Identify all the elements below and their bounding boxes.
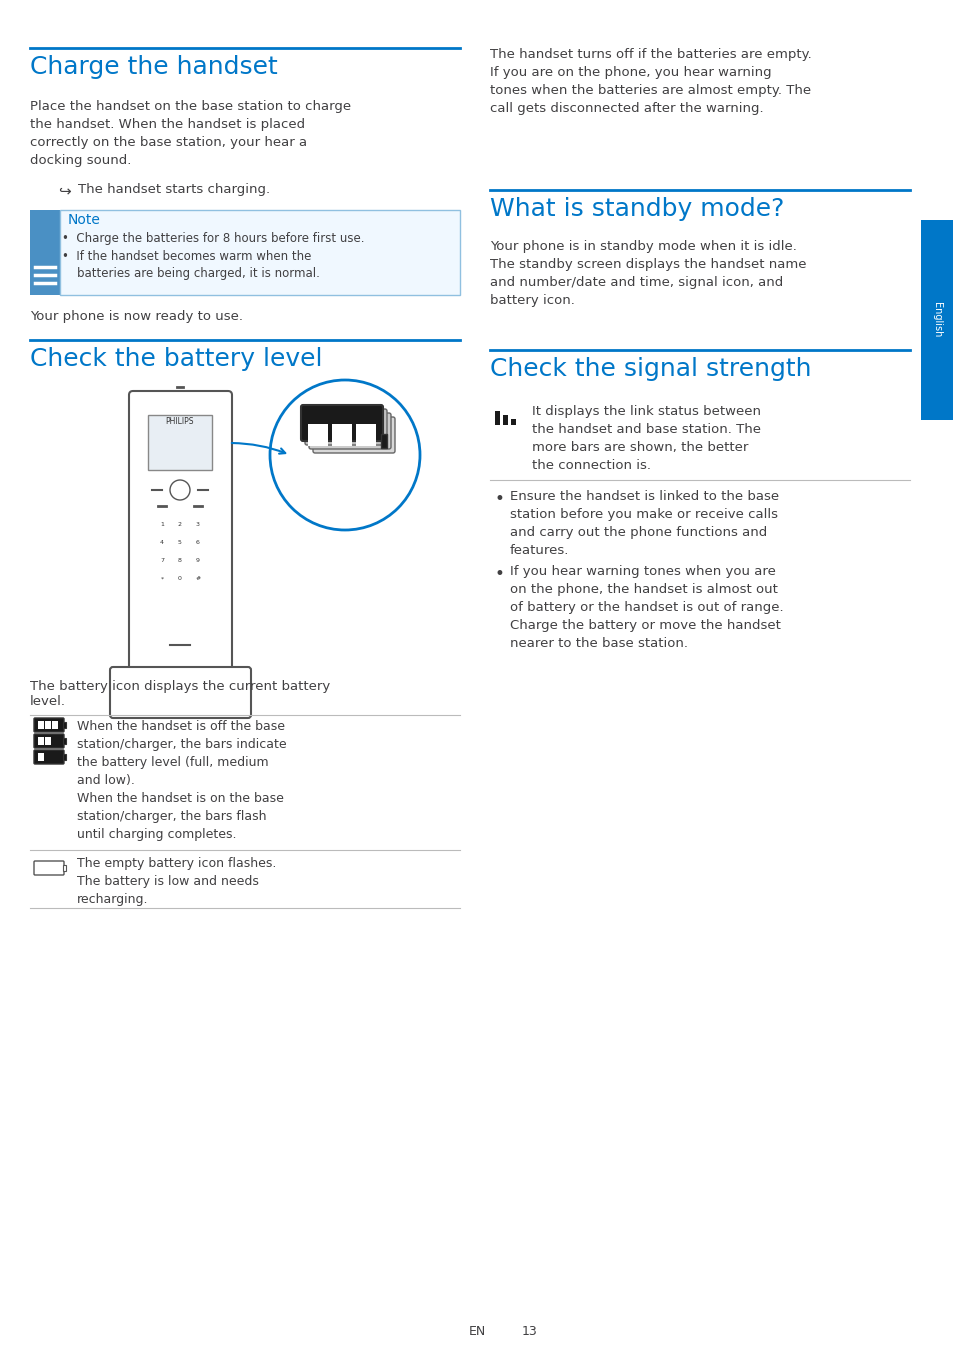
Text: 7: 7: [160, 559, 164, 563]
Text: Your phone is in standby mode when it is idle.
The standby screen displays the h: Your phone is in standby mode when it is…: [490, 240, 805, 306]
FancyBboxPatch shape: [38, 737, 44, 745]
Text: Ensure the handset is linked to the base
station before you make or receive call: Ensure the handset is linked to the base…: [510, 490, 779, 558]
Text: The handset turns off if the batteries are empty.
If you are on the phone, you h: The handset turns off if the batteries a…: [490, 49, 811, 115]
FancyBboxPatch shape: [920, 220, 953, 420]
FancyBboxPatch shape: [45, 721, 51, 729]
Text: Check the battery level: Check the battery level: [30, 347, 322, 371]
FancyBboxPatch shape: [332, 424, 352, 446]
Text: level.: level.: [30, 695, 66, 707]
Text: When the handset is off the base
station/charger, the bars indicate
the battery : When the handset is off the base station…: [77, 720, 286, 841]
Text: Check the signal strength: Check the signal strength: [490, 356, 811, 381]
Text: 0: 0: [178, 576, 182, 582]
Text: ↪: ↪: [58, 184, 71, 198]
Text: The handset starts charging.: The handset starts charging.: [78, 184, 270, 196]
Text: 4: 4: [160, 540, 164, 545]
Text: 5: 5: [178, 540, 182, 545]
FancyBboxPatch shape: [34, 734, 64, 748]
Text: •: •: [495, 490, 504, 508]
Text: •: •: [495, 566, 504, 583]
FancyBboxPatch shape: [309, 413, 391, 450]
FancyBboxPatch shape: [63, 738, 66, 744]
FancyBboxPatch shape: [38, 753, 44, 761]
Text: #: #: [195, 576, 200, 582]
Text: PHILIPS: PHILIPS: [166, 417, 194, 427]
Text: 1: 1: [160, 522, 164, 528]
FancyBboxPatch shape: [63, 865, 66, 871]
FancyBboxPatch shape: [63, 755, 66, 760]
FancyBboxPatch shape: [30, 211, 60, 296]
FancyBboxPatch shape: [305, 409, 387, 446]
FancyBboxPatch shape: [129, 392, 232, 679]
Bar: [502, 414, 507, 425]
Text: The battery icon displays the current battery: The battery icon displays the current ba…: [30, 680, 330, 693]
Text: 3: 3: [195, 522, 200, 528]
Text: English: English: [931, 302, 941, 338]
Text: 9: 9: [195, 559, 200, 563]
Text: Charge the handset: Charge the handset: [30, 55, 277, 80]
Text: 13: 13: [521, 1324, 537, 1338]
Text: *: *: [160, 576, 163, 582]
Text: 6: 6: [196, 540, 200, 545]
FancyBboxPatch shape: [63, 722, 66, 728]
FancyBboxPatch shape: [60, 211, 459, 296]
Text: Your phone is now ready to use.: Your phone is now ready to use.: [30, 310, 243, 323]
Bar: [511, 418, 516, 425]
Text: It displays the link status between
the handset and base station. The
more bars : It displays the link status between the …: [532, 405, 760, 472]
FancyBboxPatch shape: [308, 424, 328, 446]
FancyBboxPatch shape: [313, 417, 395, 454]
FancyBboxPatch shape: [301, 405, 382, 441]
FancyBboxPatch shape: [110, 667, 251, 718]
Text: 2: 2: [178, 522, 182, 528]
Text: •  If the handset becomes warm when the
    batteries are being charged, it is n: • If the handset becomes warm when the b…: [62, 250, 319, 279]
FancyBboxPatch shape: [45, 737, 51, 745]
Bar: [495, 410, 499, 425]
Text: The empty battery icon flashes.
The battery is low and needs
recharging.: The empty battery icon flashes. The batt…: [77, 857, 276, 906]
Text: Place the handset on the base station to charge
the handset. When the handset is: Place the handset on the base station to…: [30, 100, 351, 167]
Text: 8: 8: [178, 559, 182, 563]
Text: •  Charge the batteries for 8 hours before first use.: • Charge the batteries for 8 hours befor…: [62, 232, 364, 244]
FancyBboxPatch shape: [34, 751, 64, 764]
Text: EN: EN: [468, 1324, 485, 1338]
Text: What is standby mode?: What is standby mode?: [490, 197, 783, 221]
FancyBboxPatch shape: [148, 414, 212, 470]
FancyBboxPatch shape: [52, 721, 58, 729]
Text: Note: Note: [68, 213, 101, 227]
FancyBboxPatch shape: [34, 861, 64, 875]
FancyBboxPatch shape: [34, 718, 64, 732]
FancyBboxPatch shape: [355, 424, 375, 446]
FancyBboxPatch shape: [380, 433, 387, 448]
FancyBboxPatch shape: [38, 721, 44, 729]
Text: If you hear warning tones when you are
on the phone, the handset is almost out
o: If you hear warning tones when you are o…: [510, 566, 782, 649]
